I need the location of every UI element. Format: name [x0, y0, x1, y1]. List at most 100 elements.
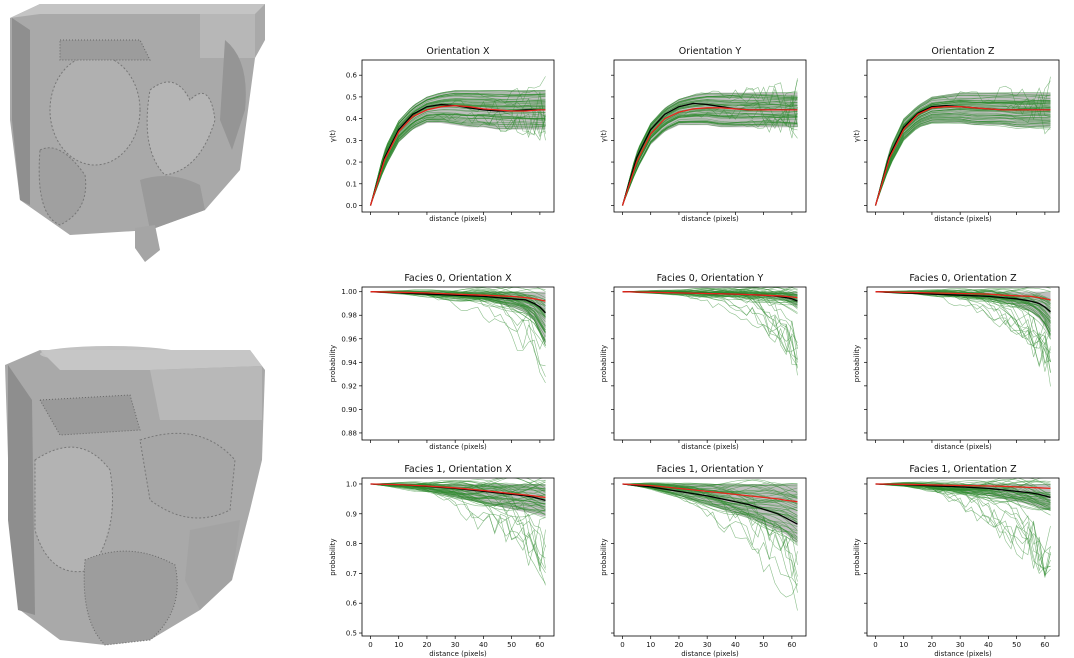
y-tick-label: 0.94 — [341, 359, 357, 367]
ensemble-line — [370, 114, 546, 206]
x-axis-label: distance (pixels) — [934, 215, 992, 223]
y-axis-label: probability — [329, 345, 337, 382]
ensemble-line — [875, 110, 1051, 206]
x-tick-label: 60 — [1040, 641, 1049, 649]
axes-frame — [361, 477, 555, 637]
chart-r2c1: 0 10 20 30 40 50 60 Facies 1, Orientation Y dist… — [600, 464, 807, 658]
x-tick-label: 0 — [873, 641, 877, 649]
ensemble-line — [622, 479, 798, 493]
ensemble-line — [370, 98, 546, 206]
ensemble-line — [370, 113, 546, 206]
x-tick-label: 30 — [956, 641, 965, 649]
chart-r2c2: 0 10 20 30 40 50 60 Facies 1, Orientation Z dist… — [853, 464, 1060, 658]
x-axis-label: distance (pixels) — [681, 443, 739, 451]
ensemble-line — [370, 291, 546, 367]
y-axis-label: probability — [329, 538, 337, 575]
voxel-cube-icon — [10, 4, 265, 262]
plot-area — [370, 478, 546, 586]
x-tick-label: 20 — [674, 641, 683, 649]
plot-area — [875, 478, 1051, 578]
3d-pore-structure-top — [10, 4, 265, 262]
y-tick-label: 0.88 — [341, 429, 357, 437]
ensemble-line — [370, 115, 546, 206]
ensemble-line — [622, 483, 798, 541]
ensemble-line — [622, 290, 798, 360]
ensemble-line — [370, 109, 546, 206]
ensemble-line — [370, 483, 546, 505]
chart-title: Facies 1, Orientation Y — [657, 464, 764, 475]
y-tick-label: 0.8 — [346, 540, 357, 548]
x-tick-label: 40 — [479, 641, 488, 649]
x-axis-label: distance (pixels) — [681, 650, 739, 658]
ensemble-line — [622, 96, 798, 206]
mean-line — [622, 483, 798, 503]
x-tick-label: 10 — [394, 641, 403, 649]
plot-area — [622, 479, 798, 611]
ensemble-line — [370, 483, 546, 506]
y-tick-label: 1.0 — [346, 480, 357, 488]
plot-area — [874, 76, 1051, 206]
ensemble-line — [875, 92, 1051, 206]
ensemble-line — [875, 99, 1051, 206]
ensemble-line — [622, 291, 798, 361]
chart-r1c1: Facies 0, Orientation Y distance (pixels)… — [600, 273, 807, 451]
plot-area — [621, 78, 798, 206]
ensemble-line — [370, 111, 546, 206]
chart-title: Orientation Y — [679, 46, 742, 57]
x-axis-label: distance (pixels) — [934, 650, 992, 658]
ensemble-line — [875, 483, 1051, 574]
x-tick-label: 50 — [507, 641, 516, 649]
axes-frame — [361, 286, 555, 441]
y-tick-label: 0.3 — [346, 137, 357, 145]
chart-title: Orientation Z — [931, 46, 995, 57]
y-tick-label: 0.98 — [341, 312, 357, 320]
x-tick-label: 30 — [451, 641, 460, 649]
x-axis-label: distance (pixels) — [934, 443, 992, 451]
axes-frame — [866, 286, 1060, 441]
axes-frame — [613, 286, 807, 441]
x-tick-label: 40 — [731, 641, 740, 649]
ensemble-line — [622, 291, 798, 347]
ensemble-line — [622, 92, 798, 206]
ensemble-line — [370, 90, 546, 206]
y-axis-label: probability — [853, 345, 861, 382]
ensemble-line — [622, 290, 798, 365]
y-tick-label: 0.7 — [346, 570, 357, 578]
chart-r1c2: Facies 0, Orientation Z distance (pixels)… — [853, 273, 1060, 451]
x-tick-label: 50 — [759, 641, 768, 649]
y-tick-label: 0.6 — [346, 600, 358, 608]
ensemble-line — [622, 106, 798, 206]
y-tick-label: 0.1 — [346, 180, 357, 188]
ensemble-line — [875, 122, 1051, 206]
y-tick-label: 0.9 — [346, 510, 357, 518]
ensemble-line — [622, 114, 798, 206]
axes-frame — [866, 477, 1060, 637]
ensemble-line — [370, 93, 546, 206]
x-tick-label: 10 — [646, 641, 655, 649]
y-axis-label: γ(t) — [329, 130, 337, 143]
ensemble-line — [622, 88, 798, 206]
voxel-cube-icon — [5, 346, 265, 646]
y-tick-label: 0.0 — [346, 202, 357, 210]
ensemble-line — [875, 119, 1051, 206]
ensemble-line — [875, 118, 1051, 206]
plot-area — [369, 76, 546, 206]
ensemble-line — [622, 113, 798, 206]
x-tick-label: 50 — [1012, 641, 1021, 649]
reference-line — [875, 483, 1051, 499]
chart-r0c1: Orientation Y distance (pixels) γ(t) — [600, 46, 807, 223]
y-tick-label: 0.92 — [341, 382, 357, 390]
ensemble-line — [370, 115, 546, 206]
y-tick-label: 0.5 — [346, 630, 357, 638]
x-tick-label: 20 — [422, 641, 431, 649]
x-tick-label: 60 — [535, 641, 544, 649]
x-tick-label: 20 — [927, 641, 936, 649]
plot-area — [875, 287, 1051, 387]
x-axis-label: distance (pixels) — [429, 215, 487, 223]
chart-title: Facies 0, Orientation Y — [657, 273, 764, 284]
reference-line — [370, 291, 546, 314]
x-tick-label: 0 — [620, 641, 624, 649]
y-tick-label: 1.00 — [341, 288, 357, 296]
chart-r0c0: 0.0 0.1 0.2 0.3 0.4 0.5 0.6 Orientation X distan… — [329, 46, 555, 223]
y-axis-label: probability — [600, 345, 608, 382]
